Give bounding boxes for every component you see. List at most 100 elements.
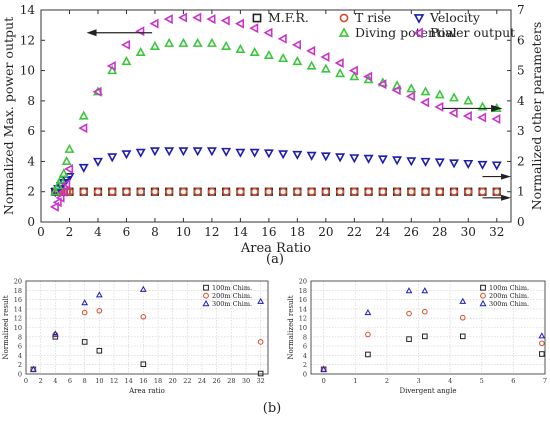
data-point <box>177 12 188 23</box>
data-point <box>292 56 303 66</box>
data-point <box>477 160 488 170</box>
data-point <box>121 150 132 160</box>
x-tick-label: 4 <box>94 225 102 239</box>
data-point <box>179 187 188 196</box>
data-point <box>420 97 430 108</box>
y-tick-label: 10 <box>14 324 22 332</box>
data-point <box>320 63 331 73</box>
data-point <box>539 340 545 347</box>
data-point <box>463 95 474 105</box>
data-point <box>348 65 358 76</box>
data-point <box>235 148 246 158</box>
data-point <box>78 110 89 120</box>
y-tick-label: 18 <box>14 287 22 295</box>
legend-label: 100m Chim. <box>489 284 529 292</box>
y-tick-label: 20 <box>14 278 22 286</box>
data-point <box>149 40 160 50</box>
y-tick-label: 0 <box>18 371 22 379</box>
data-point <box>95 291 103 298</box>
y-tick-label-left: 8 <box>27 94 35 108</box>
series-power-output <box>49 12 501 212</box>
data-point <box>206 14 216 25</box>
data-point <box>365 351 371 358</box>
data-point <box>363 154 374 164</box>
data-point <box>377 155 388 165</box>
data-point <box>279 187 288 196</box>
data-point <box>491 161 502 171</box>
y-tick-label: 8 <box>303 333 307 341</box>
data-point <box>306 60 317 70</box>
data-point <box>435 187 444 196</box>
y-tick-label: 2 <box>18 361 22 369</box>
series-300m-chim- <box>29 285 265 372</box>
data-point <box>257 339 264 345</box>
data-point <box>250 187 259 196</box>
data-point <box>459 314 466 321</box>
x-tick-label: 16 <box>139 377 147 385</box>
y-tick-label: 14 <box>14 305 22 313</box>
legend: 100m Chim.200m Chim.300m Chim. <box>202 284 252 308</box>
data-point <box>293 187 302 196</box>
data-point <box>140 314 147 320</box>
data-point <box>434 101 444 112</box>
data-point <box>206 147 217 157</box>
y-tick-label-right: 4 <box>517 94 525 108</box>
data-point <box>422 308 428 315</box>
data-point <box>81 299 89 306</box>
y-tick-label: 10 <box>299 324 307 332</box>
data-point <box>306 151 317 161</box>
x-axis-label: Divergent angle <box>399 387 456 395</box>
series-100m-chim- <box>320 333 545 373</box>
x-tick-label: 32 <box>257 377 265 385</box>
legend-label: T rise <box>355 10 391 25</box>
data-point <box>108 187 117 196</box>
data-point <box>405 287 413 294</box>
y-tick-label-left: 6 <box>27 124 35 138</box>
data-point <box>335 153 346 163</box>
legend-marker <box>203 292 209 299</box>
y-tick-label: 14 <box>299 305 307 313</box>
legend-marker <box>413 14 425 24</box>
x-tick-label: 2 <box>66 225 74 239</box>
x-tick-label: 30 <box>242 377 250 385</box>
data-point <box>207 187 217 196</box>
x-tick-label: 32 <box>489 225 504 239</box>
x-tick-label: 8 <box>83 377 87 385</box>
data-point <box>391 85 401 96</box>
legend-label: 200m Chim. <box>489 292 529 300</box>
data-point <box>58 168 69 178</box>
x-tick-label: 0 <box>24 377 28 385</box>
y-tick-label-right: 1 <box>517 185 525 199</box>
data-point <box>306 45 316 56</box>
y-tick-label: 4 <box>303 352 307 360</box>
data-point <box>64 143 75 153</box>
x-tick-label: 22 <box>347 225 362 239</box>
data-point <box>320 152 331 162</box>
y-tick-label: 6 <box>18 343 22 351</box>
data-point <box>50 186 61 196</box>
data-point <box>235 43 246 53</box>
data-point <box>135 148 146 158</box>
x-axis-label: Area Ratio <box>240 241 311 256</box>
arrow-head <box>491 104 503 112</box>
data-point <box>421 287 429 294</box>
x-tick-label: 10 <box>95 377 103 385</box>
data-point <box>135 26 145 37</box>
y-axis-label: Normalized result <box>287 295 295 359</box>
data-point <box>135 46 146 57</box>
data-point <box>421 187 430 196</box>
data-point <box>464 187 473 196</box>
data-point <box>249 46 260 57</box>
y-tick-label: 8 <box>18 333 22 341</box>
data-point <box>61 155 72 166</box>
x-tick-label: 18 <box>154 377 162 385</box>
x-tick-label: 14 <box>125 377 133 385</box>
y-tick-label: 16 <box>299 296 307 304</box>
data-point <box>363 71 373 82</box>
data-point <box>349 71 360 81</box>
y-tick-label-right: 6 <box>517 33 525 47</box>
legend-marker <box>480 292 486 299</box>
data-point <box>335 68 346 78</box>
data-point <box>539 351 545 357</box>
legend-marker <box>480 284 486 291</box>
